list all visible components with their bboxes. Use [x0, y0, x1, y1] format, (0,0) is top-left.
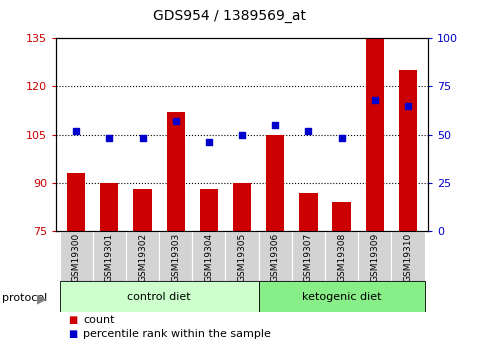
Bar: [325, 231, 357, 281]
Point: [337, 136, 345, 141]
Text: GSM19303: GSM19303: [171, 233, 180, 282]
Bar: [60, 231, 93, 281]
Bar: [258, 231, 291, 281]
Bar: [125, 231, 159, 281]
Bar: [299, 193, 317, 231]
Text: protocol: protocol: [2, 294, 48, 303]
Bar: [357, 231, 390, 281]
Point: [370, 97, 378, 102]
Text: ■: ■: [68, 329, 78, 338]
Point: [171, 118, 179, 124]
Bar: [390, 231, 424, 281]
Text: percentile rank within the sample: percentile rank within the sample: [83, 329, 270, 338]
Text: count: count: [83, 315, 114, 325]
Bar: [100, 183, 118, 231]
Bar: [67, 173, 85, 231]
Bar: [192, 231, 225, 281]
Bar: [232, 183, 251, 231]
Bar: [265, 135, 284, 231]
Bar: [133, 189, 151, 231]
Text: GDS954 / 1389569_at: GDS954 / 1389569_at: [153, 9, 305, 23]
Point: [204, 139, 212, 145]
Point: [72, 128, 80, 134]
Point: [304, 128, 312, 134]
Text: GSM19307: GSM19307: [304, 233, 312, 282]
Point: [138, 136, 146, 141]
Text: control diet: control diet: [127, 292, 190, 302]
Bar: [159, 231, 192, 281]
Bar: [93, 231, 125, 281]
Text: GSM19301: GSM19301: [104, 233, 114, 282]
Point: [403, 103, 411, 108]
Text: GSM19302: GSM19302: [138, 233, 147, 282]
Text: GSM19308: GSM19308: [336, 233, 346, 282]
Text: ketogenic diet: ketogenic diet: [301, 292, 381, 302]
Bar: [60, 281, 258, 312]
Text: ■: ■: [68, 315, 78, 325]
Text: GSM19300: GSM19300: [72, 233, 81, 282]
Text: GSM19304: GSM19304: [204, 233, 213, 282]
Point: [238, 132, 245, 137]
Bar: [365, 35, 383, 231]
Bar: [166, 112, 184, 231]
Point: [271, 122, 279, 128]
Bar: [199, 189, 218, 231]
Text: GSM19306: GSM19306: [270, 233, 279, 282]
Bar: [332, 202, 350, 231]
Text: GSM19305: GSM19305: [237, 233, 246, 282]
Text: ▶: ▶: [37, 292, 46, 305]
Bar: [225, 231, 258, 281]
Text: GSM19310: GSM19310: [403, 233, 411, 282]
Point: [105, 136, 113, 141]
Bar: [398, 70, 416, 231]
Bar: [258, 281, 424, 312]
Text: GSM19309: GSM19309: [369, 233, 379, 282]
Bar: [291, 231, 325, 281]
